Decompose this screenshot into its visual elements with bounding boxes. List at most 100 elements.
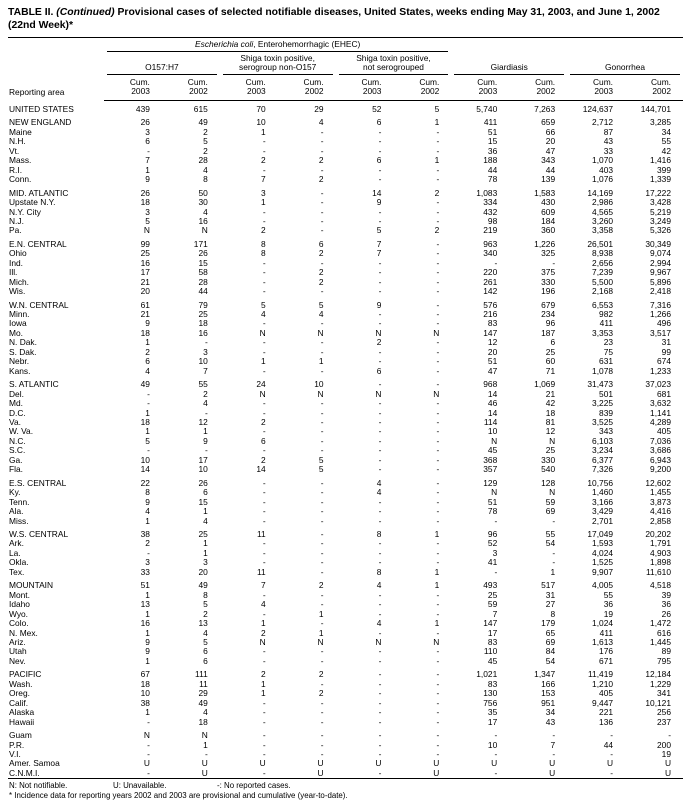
value-cell: 11 <box>199 678 208 689</box>
value-cell: 1,083 <box>476 187 498 198</box>
value-cell: - <box>262 739 266 750</box>
value-cell: N <box>549 435 556 446</box>
value-cell: 20,202 <box>645 529 671 539</box>
value-cell: 8 <box>376 529 382 539</box>
value-cell: - <box>320 646 324 657</box>
value-cell: 2 <box>318 174 324 185</box>
col-header-cum-2003: Cum. 2003 <box>104 74 162 101</box>
value-cell: 6,943 <box>650 454 671 465</box>
giardiasis-group-header: Giardiasis <box>451 38 567 75</box>
table-row: C.N.M.I. - U - U - U - U - U <box>8 768 683 779</box>
value-cell: 3 <box>145 557 150 568</box>
value-cell: 54 <box>545 538 556 549</box>
value-cell: 2,994 <box>650 257 671 268</box>
disease-table: Reporting area Escherichia coli, Enteroh… <box>8 37 683 780</box>
value-cell: 7 <box>145 155 150 166</box>
reporting-area-cell: R.I. <box>9 164 23 175</box>
value-cell: 188 <box>483 155 498 166</box>
value-cell: 430 <box>541 197 556 208</box>
value-cell: 16 <box>198 327 208 338</box>
value-cell: - <box>320 257 324 268</box>
table-row: V.I. - - - - - - - - - 19 <box>8 748 683 759</box>
value-cell: - <box>436 454 440 465</box>
value-cell: - <box>262 145 266 156</box>
reporting-area-header: Reporting area <box>9 87 65 98</box>
value-cell: - <box>436 309 440 320</box>
value-cell: U <box>375 758 382 769</box>
value-cell: 16 <box>140 257 150 268</box>
value-cell: N <box>433 327 440 338</box>
value-cell: 1 <box>203 426 208 437</box>
reporting-area-cell: Iowa <box>9 318 27 329</box>
legend-no-reported-cases: -: No reported cases. <box>217 781 291 791</box>
ehec-group-header: Escherichia coli, Enterohemorrhagic (EHE… <box>104 38 451 52</box>
value-cell: - <box>436 164 440 175</box>
reporting-area-cell: Ill. <box>9 267 18 278</box>
ehec-species-label: Escherichia coli <box>195 39 254 49</box>
value-cell: 343 <box>541 155 556 166</box>
value-cell: 6 <box>376 365 382 376</box>
value-cell: 26 <box>198 248 208 259</box>
value-cell: - <box>436 136 440 147</box>
value-cell: 4,416 <box>650 506 671 517</box>
title-continued: (Continued) <box>56 7 115 18</box>
value-cell: N <box>259 327 266 338</box>
value-cell: 26,501 <box>587 238 614 249</box>
table-row: Ill. 17 58 - 2 - - 220 375 7,239 9,967 <box>8 267 683 278</box>
value-cell: 4 <box>145 506 150 517</box>
value-cell: 4 <box>261 599 266 610</box>
value-cell: 1,233 <box>650 365 671 376</box>
value-cell: 2 <box>203 388 208 399</box>
value-cell: - <box>378 318 382 329</box>
value-cell: 6 <box>261 435 266 446</box>
value-cell: 5 <box>203 136 208 147</box>
value-cell: N <box>143 225 150 236</box>
value-cell: 34 <box>545 707 556 718</box>
value-cell: U <box>491 758 498 769</box>
table-row: Guam N N - - - - - - - - <box>8 727 683 740</box>
value-cell: 3,686 <box>650 445 671 456</box>
value-cell: U <box>549 758 556 769</box>
table-row: Ky. 8 6 - - 4 - N N 1,460 1,455 <box>8 487 683 498</box>
table-row: Alaska 1 4 - - - - 35 34 221 256 <box>8 707 683 718</box>
value-cell: 2 <box>261 225 266 236</box>
value-cell: 9 <box>145 496 150 507</box>
value-cell: - <box>552 748 556 759</box>
reporting-area-cell: Ind. <box>9 257 23 268</box>
value-cell: 3,225 <box>592 398 614 409</box>
shiga-not-serogrouped-group-header: Shiga toxin positive, not serogrouped <box>336 52 452 75</box>
value-cell: - <box>378 547 382 558</box>
table-row: S. Dak. 2 3 - - - - 20 25 75 99 <box>8 346 683 357</box>
value-cell: 4 <box>203 398 208 409</box>
value-cell: 3,873 <box>650 496 671 507</box>
value-cell: 98 <box>487 215 498 226</box>
value-cell: 55 <box>661 136 671 147</box>
value-cell: 8 <box>203 589 208 600</box>
table-row: Ark. 2 1 - - - - 52 54 1,593 1,791 <box>8 538 683 549</box>
value-cell: 2 <box>261 155 266 166</box>
value-cell: 1,613 <box>592 636 614 647</box>
value-cell: 756 <box>483 697 498 708</box>
value-cell: - <box>147 388 150 399</box>
reporting-area-cell: Wyo. <box>9 608 29 619</box>
value-cell: 4,518 <box>650 580 671 591</box>
value-cell: 2 <box>434 225 440 236</box>
reporting-area-cell: Alaska <box>9 707 35 718</box>
title-text: Provisional cases of selected notifiable… <box>114 7 660 18</box>
value-cell: 5,740 <box>476 103 498 114</box>
value-cell: 28 <box>198 155 208 166</box>
table-header: Reporting area Escherichia coli, Enteroh… <box>8 38 683 101</box>
value-cell: 4 <box>203 164 208 175</box>
value-cell: 9,074 <box>650 248 671 259</box>
table-row: UNITED STATES 439 615 70 29 52 5 5,740 7,263 124,… <box>8 100 683 114</box>
value-cell: 36 <box>487 145 498 156</box>
value-cell: 8 <box>550 608 556 619</box>
table-row: PACIFIC 67 111 2 2 - - 1,021 1,347 11,419 12,184 <box>8 666 683 679</box>
reporting-area-cell: N.J. <box>9 215 24 226</box>
value-cell: 43 <box>545 716 556 727</box>
value-cell: 21 <box>140 309 150 320</box>
value-cell: - <box>436 487 440 498</box>
value-cell: - <box>262 346 266 357</box>
value-cell: U <box>433 758 440 769</box>
value-cell: 341 <box>657 688 671 699</box>
